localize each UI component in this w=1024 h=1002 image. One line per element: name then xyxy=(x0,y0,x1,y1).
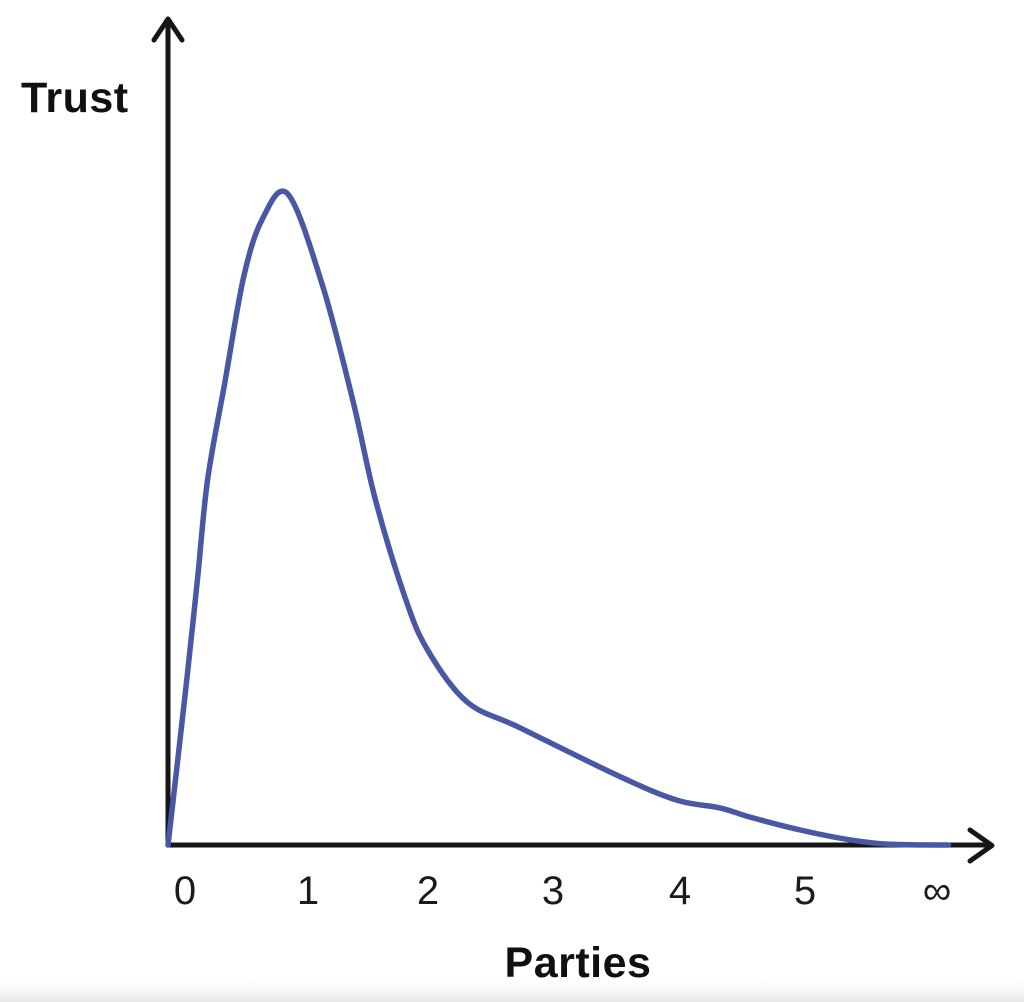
x-tick-label-4: 4 xyxy=(668,869,692,913)
x-tick-label-infinity: ∞ xyxy=(922,869,952,913)
y-axis-label: Trust xyxy=(21,74,129,122)
x-tick-label-0: 0 xyxy=(173,869,197,913)
x-tick-label-3: 3 xyxy=(541,869,565,913)
x-tick-label-5: 5 xyxy=(793,869,817,913)
x-axis-label: Parties xyxy=(504,939,652,987)
y-axis-arrowhead xyxy=(151,16,185,43)
x-tick-label-2: 2 xyxy=(416,869,440,913)
x-tick-label-1: 1 xyxy=(296,869,320,913)
x-axis-arrowhead xyxy=(967,827,995,864)
trust-curve xyxy=(165,188,952,848)
